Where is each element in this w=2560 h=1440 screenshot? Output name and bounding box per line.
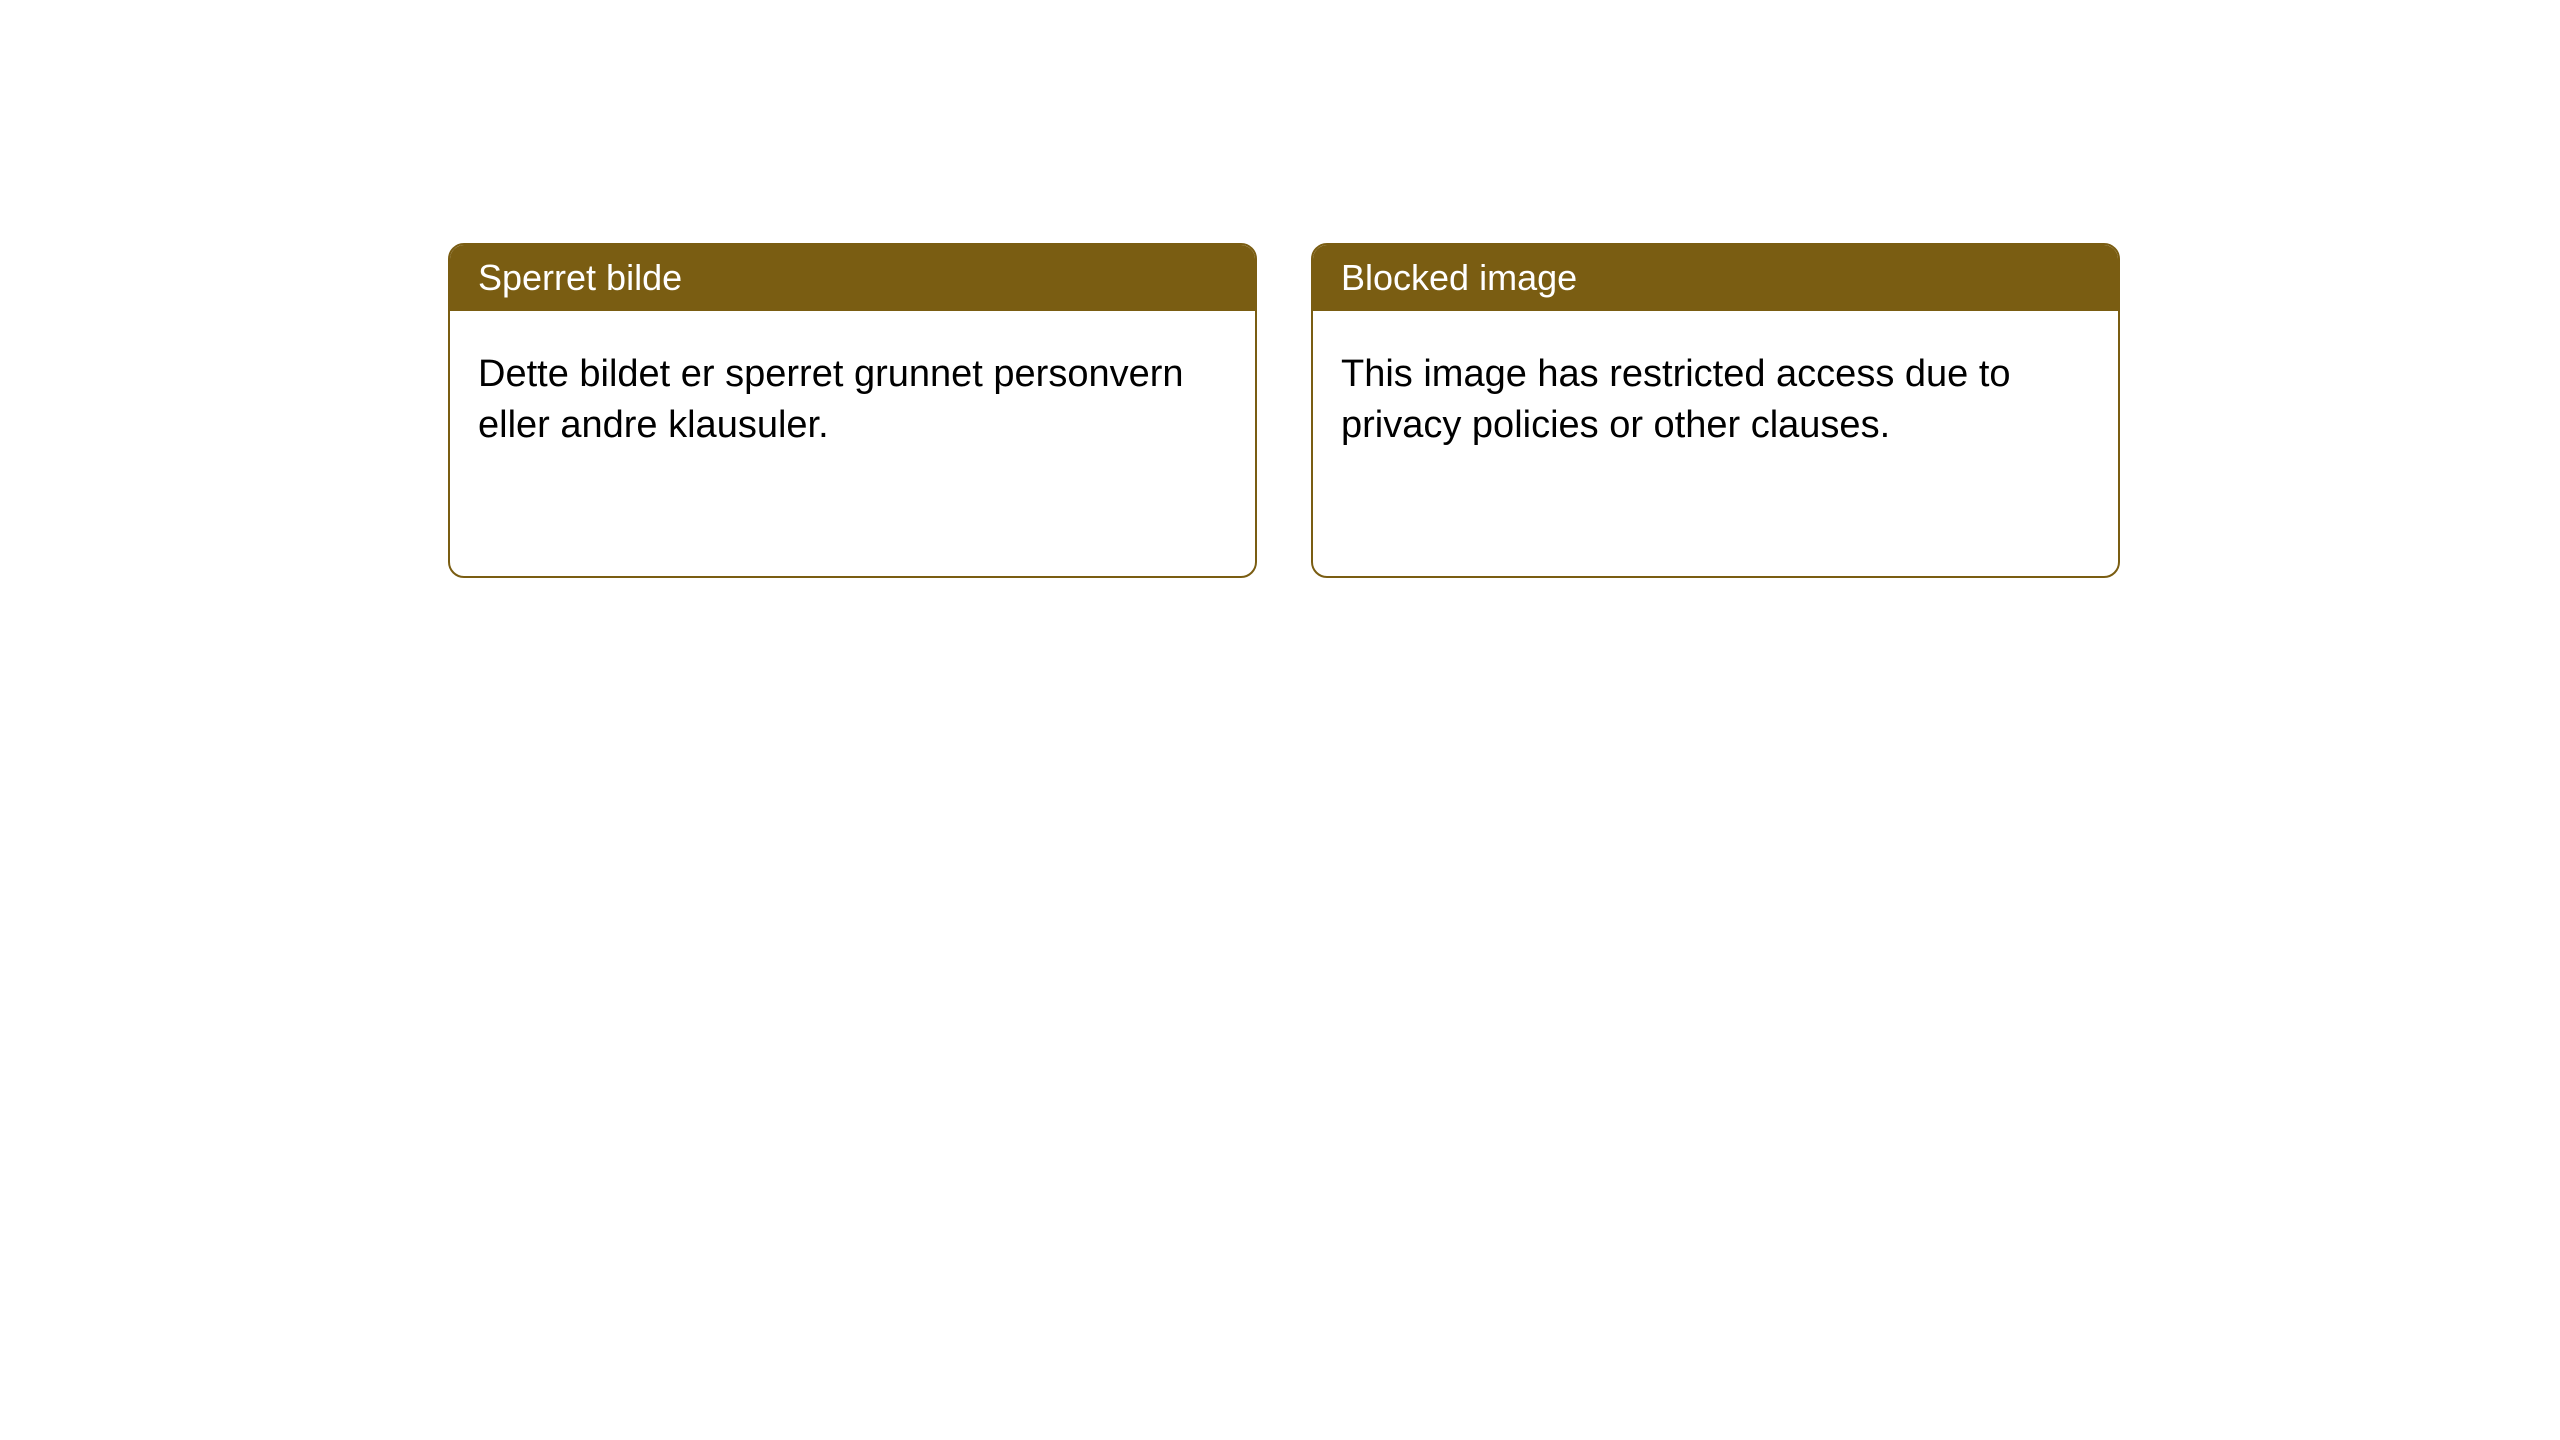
notice-body: This image has restricted access due to …: [1313, 311, 2118, 490]
notice-header: Sperret bilde: [450, 245, 1255, 311]
notice-header: Blocked image: [1313, 245, 2118, 311]
notice-title: Blocked image: [1341, 257, 1577, 298]
notice-text: Dette bildet er sperret grunnet personve…: [478, 353, 1184, 446]
notice-card-english: Blocked image This image has restricted …: [1311, 243, 2120, 578]
notice-body: Dette bildet er sperret grunnet personve…: [450, 311, 1255, 490]
notice-card-norwegian: Sperret bilde Dette bildet er sperret gr…: [448, 243, 1257, 578]
notice-title: Sperret bilde: [478, 257, 682, 298]
notice-container: Sperret bilde Dette bildet er sperret gr…: [0, 0, 2560, 578]
notice-text: This image has restricted access due to …: [1341, 353, 2011, 446]
